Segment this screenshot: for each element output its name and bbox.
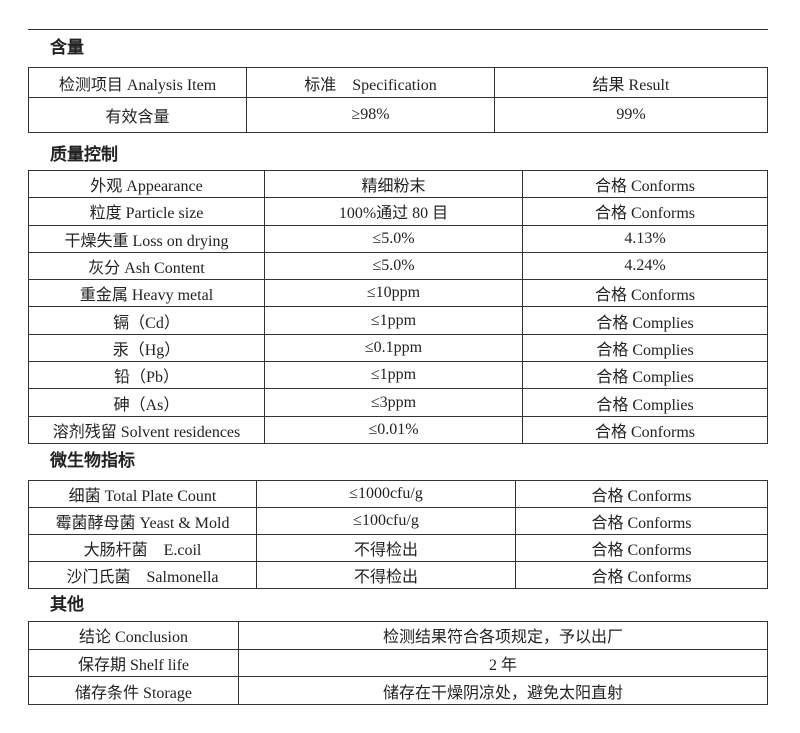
cell: 合格 Conforms — [515, 561, 768, 589]
table-row: 灰分 Ash Content ≤5.0% 4.24% — [28, 251, 768, 281]
table-row: 储存条件 Storage 储存在干燥阴凉处，避免太阳直射 — [28, 676, 768, 706]
cell: 不得检出 — [256, 561, 516, 589]
cell: ≤5.0% — [264, 251, 523, 281]
cell: 合格 Conforms — [515, 534, 768, 562]
cell: ≤1ppm — [264, 361, 523, 390]
other-table: 结论 Conclusion 检测结果符合各项规定，予以出厂 保存期 Shelf li… — [28, 621, 768, 706]
cell: 汞（Hg） — [28, 333, 265, 363]
cell: 99% — [494, 97, 768, 133]
cell: 2 年 — [238, 648, 768, 678]
cell: ≥98% — [246, 97, 495, 133]
top-rule — [28, 29, 768, 30]
section-title-quality: 质量控制 — [50, 145, 118, 165]
cell: ≤1000cfu/g — [256, 480, 516, 508]
cell: 合格 Conforms — [515, 480, 768, 508]
header-cell: 结果 Result — [494, 67, 768, 98]
cell: 外观 Appearance — [28, 169, 265, 199]
table-row: 有效含量 ≥98% 99% — [28, 97, 768, 133]
table-row: 保存期 Shelf life 2 年 — [28, 648, 768, 678]
cell: 重金属 Heavy metal — [28, 279, 265, 308]
cell: 结论 Conclusion — [28, 621, 239, 650]
cell: 沙门氏菌 Salmonella — [28, 561, 257, 589]
cell: 有效含量 — [28, 97, 247, 133]
table-row: 砷（As） ≤3ppm 合格 Complies — [28, 388, 768, 417]
cell: ≤5.0% — [264, 224, 523, 253]
cell: 霉菌酵母菌 Yeast & Mold — [28, 507, 257, 535]
table-row: 干燥失重 Loss on drying ≤5.0% 4.13% — [28, 224, 768, 253]
cell: ≤3ppm — [264, 388, 523, 417]
cell: 粒度 Particle size — [28, 197, 265, 226]
cell: 灰分 Ash Content — [28, 251, 265, 281]
cell: 合格 Complies — [522, 333, 768, 363]
table-row: 霉菌酵母菌 Yeast & Mold ≤100cfu/g 合格 Conforms — [28, 507, 768, 535]
cell: 储存条件 Storage — [28, 676, 239, 706]
cell: ≤10ppm — [264, 279, 523, 308]
cell: 合格 Conforms — [522, 169, 768, 199]
cell: ≤0.1ppm — [264, 333, 523, 363]
cell: 合格 Complies — [522, 388, 768, 417]
table-row: 重金属 Heavy metal ≤10ppm 合格 Conforms — [28, 279, 768, 308]
cell: 储存在干燥阴凉处，避免太阳直射 — [238, 676, 768, 706]
table-row: 溶剂残留 Solvent residences ≤0.01% 合格 Conforms — [28, 415, 768, 444]
table-row: 粒度 Particle size 100%通过 80 目合格 Conforms — [28, 197, 768, 226]
table-row: 大肠杆菌 E.coil 不得检出 合格 Conforms — [28, 534, 768, 562]
cell: 合格 Complies — [522, 306, 768, 335]
cell: 不得检出 — [256, 534, 516, 562]
table-header-row: 检测项目 Analysis Item 标准 Specification 结果 R… — [28, 67, 768, 98]
content-table: 检测项目 Analysis Item 标准 Specification 结果 R… — [28, 67, 768, 133]
section-title-content: 含量 — [50, 38, 84, 58]
quality-table: 外观 Appearance 精细粉末 合格 Conforms 粒度 Particle … — [28, 169, 768, 444]
cell: 合格 Conforms — [515, 507, 768, 535]
table-row: 汞（Hg） ≤0.1ppm 合格 Complies — [28, 333, 768, 363]
cell: 合格 Conforms — [522, 197, 768, 226]
section-title-micro: 微生物指标 — [50, 451, 135, 471]
cell: ≤1ppm — [264, 306, 523, 335]
cell: 砷（As） — [28, 388, 265, 417]
header-cell: 标准 Specification — [246, 67, 495, 98]
cell: 干燥失重 Loss on drying — [28, 224, 265, 253]
cell: 细菌 Total Plate Count — [28, 480, 257, 508]
section-title-other: 其他 — [50, 595, 84, 615]
table-row: 细菌 Total Plate Count ≤1000cfu/g 合格 Conform… — [28, 480, 768, 508]
cell: ≤0.01% — [264, 415, 523, 444]
header-cell: 检测项目 Analysis Item — [28, 67, 247, 98]
cell: 保存期 Shelf life — [28, 648, 239, 678]
table-row: 结论 Conclusion 检测结果符合各项规定，予以出厂 — [28, 621, 768, 650]
cell: 合格 Conforms — [522, 415, 768, 444]
cell: 大肠杆菌 E.coil — [28, 534, 257, 562]
table-row: 沙门氏菌 Salmonella 不得检出 合格 Conforms — [28, 561, 768, 589]
table-row: 镉（Cd） ≤1ppm 合格 Complies — [28, 306, 768, 335]
cell: 溶剂残留 Solvent residences — [28, 415, 265, 444]
cell: 铅（Pb） — [28, 361, 265, 390]
table-row: 外观 Appearance 精细粉末 合格 Conforms — [28, 169, 768, 199]
cell: ≤100cfu/g — [256, 507, 516, 535]
cell: 100%通过 80 目 — [264, 197, 523, 226]
cell: 合格 Conforms — [522, 279, 768, 308]
micro-table: 细菌 Total Plate Count ≤1000cfu/g 合格 Conform… — [28, 480, 768, 589]
cell: 精细粉末 — [264, 169, 523, 199]
cell: 检测结果符合各项规定，予以出厂 — [238, 621, 768, 650]
cell: 4.13% — [522, 224, 768, 253]
cell: 合格 Complies — [522, 361, 768, 390]
table-row: 铅（Pb） ≤1ppm 合格 Complies — [28, 361, 768, 390]
cell: 4.24% — [522, 251, 768, 281]
cell: 镉（Cd） — [28, 306, 265, 335]
